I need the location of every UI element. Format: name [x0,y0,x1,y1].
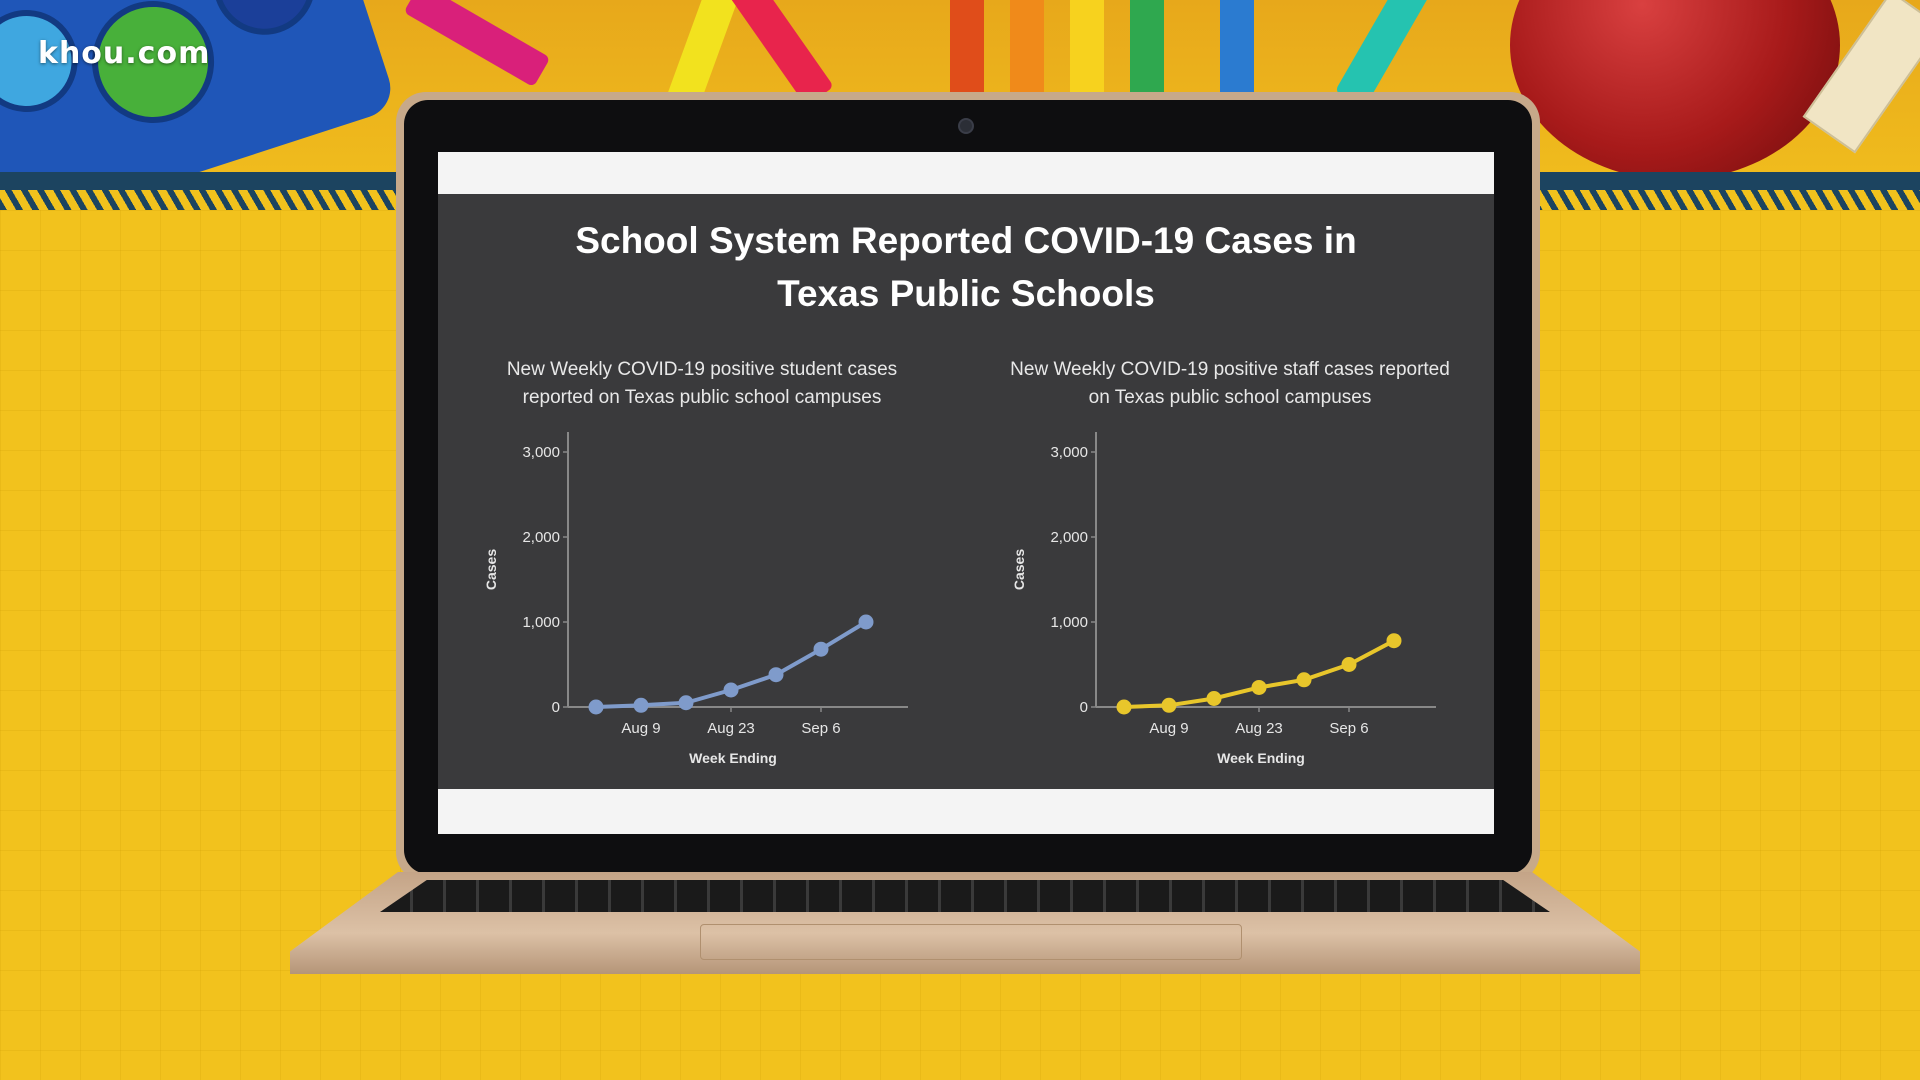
staff-cases-chart: New Weekly COVID-19 positive staff cases… [966,194,1494,789]
x-tick-label: Aug 9 [1149,720,1188,737]
y-tick-label: 0 [552,699,560,716]
x-tick-label: Aug 23 [1235,720,1283,737]
data-point [1161,697,1177,713]
data-point [1116,699,1132,715]
data-point [588,699,604,715]
y-tick-label: 1,000 [1050,614,1088,631]
data-point [1296,672,1312,688]
data-point [1206,691,1222,706]
marker-image [720,0,834,107]
pencil-image [950,0,984,110]
chart-subtitle: New Weekly COVID-19 positive student cas… [438,356,966,412]
y-tick-label: 2,000 [1050,529,1088,546]
chart-subtitle-line: New Weekly COVID-19 positive student cas… [506,359,898,380]
series-line [1123,638,1395,709]
data-point [1386,633,1402,649]
data-point [1341,657,1357,672]
x-axis-title: Week Ending [1217,750,1305,766]
pencil-image [1070,0,1104,110]
data-point [678,695,694,711]
data-point [813,641,829,657]
chart-subtitle-line: reported on Texas public school campuses [522,387,882,408]
paint-palette-image [0,0,399,178]
student-cases-plot: 3,000 2,000 1,000 0 Aug 9 Aug 23 Sep 6 Week End… [483,432,908,766]
y-tick-label: 3,000 [1050,444,1088,461]
y-tick-label: 0 [1080,699,1088,716]
keyboard [380,880,1550,912]
dashboard-title-line: Texas Public Schools [777,273,1155,314]
y-tick-label: 3,000 [522,444,560,461]
x-tick-label: Aug 9 [621,720,660,737]
marker-image [403,0,551,88]
data-point [858,614,874,630]
pencil-image [1220,0,1254,110]
x-axis-title: Week Ending [689,750,777,766]
dashboard-title: School System Reported COVID-19 Cases in… [438,214,1494,320]
y-tick-label: 1,000 [522,614,560,631]
student-cases-chart: New Weekly COVID-19 positive student cas… [438,194,966,789]
data-point [723,682,739,698]
dashboard-title-line: School System Reported COVID-19 Cases in [575,220,1357,261]
chart-subtitle-line: New Weekly COVID-19 positive staff cases… [1010,359,1450,380]
covid-dashboard: School System Reported COVID-19 Cases in… [438,194,1494,789]
y-axis-title: Cases [483,549,499,590]
webcam-icon [958,118,974,134]
y-axis-title: Cases [1011,549,1027,590]
data-point [1251,679,1267,695]
pencil-image [1130,0,1164,110]
x-tick-label: Aug 23 [707,720,755,737]
trackpad [700,924,1242,960]
pencil-image [1010,0,1044,110]
khou-logo: khou.com [38,36,211,71]
chart-subtitle: New Weekly COVID-19 positive staff cases… [966,356,1494,412]
data-point [768,667,784,683]
staff-cases-plot: 3,000 2,000 1,000 0 Aug 9 Aug 23 Sep 6 Week End… [1011,432,1436,766]
y-tick-label: 2,000 [522,529,560,546]
x-tick-label: Sep 6 [801,720,840,737]
chart-subtitle-line: on Texas public school campuses [1088,387,1372,408]
data-point [633,697,649,713]
x-tick-label: Sep 6 [1329,720,1368,737]
apple-image [1510,0,1840,178]
